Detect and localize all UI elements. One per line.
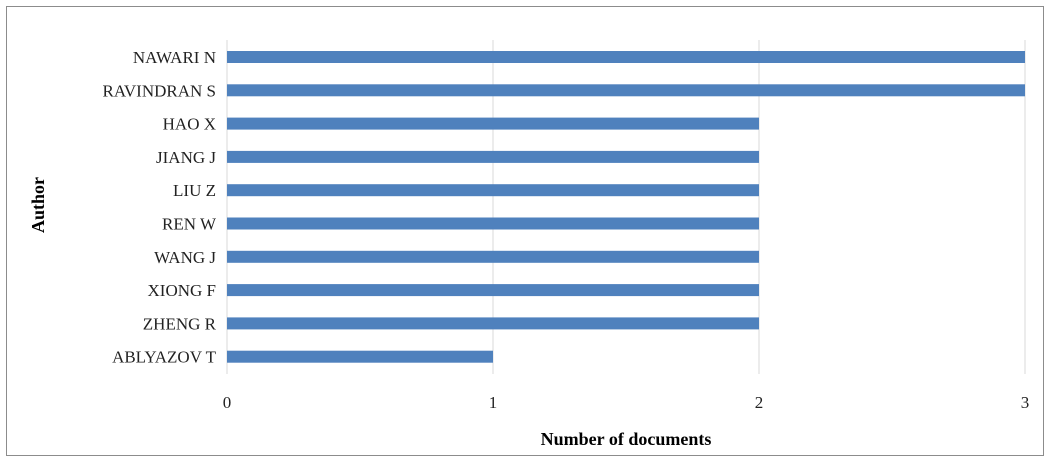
category-label: ABLYAZOV T — [112, 348, 217, 367]
bar — [227, 217, 759, 230]
bar — [227, 117, 759, 130]
bars — [227, 51, 1025, 363]
x-tick-label: 2 — [755, 393, 764, 412]
bar — [227, 250, 759, 263]
bar — [227, 84, 1025, 97]
chart-frame — [6, 6, 1044, 456]
category-label: ZHENG R — [143, 314, 217, 333]
bar — [227, 350, 493, 363]
bar — [227, 184, 759, 197]
category-label: HAO X — [163, 115, 216, 134]
category-label: WANG J — [154, 248, 216, 267]
x-axis-title: Number of documents — [541, 429, 712, 449]
bar — [227, 284, 759, 297]
bar — [227, 317, 759, 330]
x-tick-label: 1 — [489, 393, 498, 412]
category-labels: NAWARI N RAVINDRAN S HAO X JIANG J LIU Z REN … — [102, 48, 216, 367]
category-label: XIONG F — [148, 281, 216, 300]
bar — [227, 51, 1025, 63]
y-axis-title: Author — [28, 177, 48, 233]
category-label: JIANG J — [156, 148, 216, 167]
category-label: LIU Z — [173, 181, 216, 200]
x-tick-label: 3 — [1021, 393, 1030, 412]
category-label: NAWARI N — [133, 48, 216, 67]
x-tick-labels: 0 1 2 3 — [223, 393, 1030, 412]
x-tick-label: 0 — [223, 393, 232, 412]
bar — [227, 150, 759, 163]
category-label: RAVINDRAN S — [102, 81, 216, 100]
category-label: REN W — [162, 215, 217, 234]
